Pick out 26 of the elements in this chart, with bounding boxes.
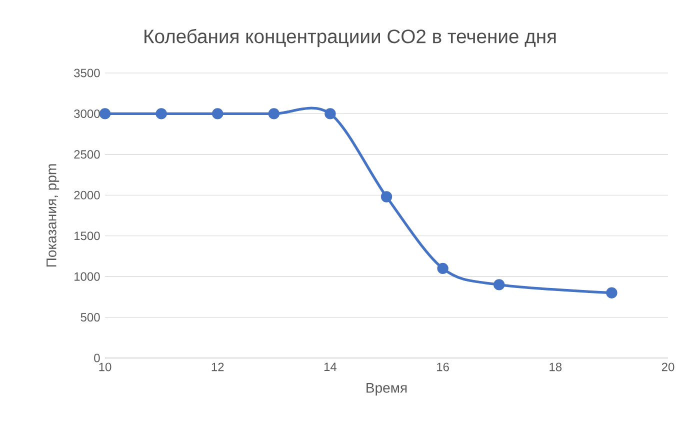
y-tick-label: 3500 [74,68,100,78]
point [268,108,280,120]
x-tick-label: 14 [324,362,337,371]
point [380,191,392,202]
x-axis-title: Время [366,383,407,396]
point [212,108,224,120]
y-tick-label: 0 [94,354,100,362]
y-tick-label: 2000 [74,190,100,200]
y-tick-label: 500 [80,313,100,322]
x-tick-label: 12 [212,362,224,372]
point [156,108,167,120]
x-tick-label: 18 [550,362,562,372]
x-tick-label: 16 [437,362,449,372]
point [606,287,618,298]
point [437,262,448,274]
point [324,108,336,120]
y-tick-label: 2500 [74,150,100,159]
y-tick-label: 3000 [74,109,100,118]
y-tick-label: 1500 [74,232,100,240]
point [99,108,111,120]
x-tick-label: 20 [662,362,674,372]
point [493,279,505,290]
y-axis-title: Показания, ppm [46,164,60,266]
x-tick-label: 10 [99,362,112,372]
y-tick-label: 1000 [74,272,100,281]
chart-title: Колебания концентрациии CO2 в течение дня [144,28,556,48]
